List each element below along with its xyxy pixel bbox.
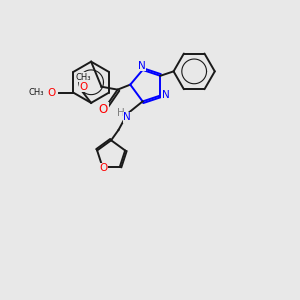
Text: O: O (47, 88, 56, 98)
Text: N: N (162, 90, 170, 100)
Text: O: O (99, 164, 107, 173)
Text: H: H (117, 108, 125, 118)
Text: CH₃: CH₃ (29, 88, 44, 97)
Text: N: N (138, 61, 146, 71)
Text: O: O (79, 82, 87, 92)
Text: CH₃: CH₃ (75, 73, 91, 82)
Text: N: N (123, 112, 130, 122)
Text: O: O (99, 103, 108, 116)
